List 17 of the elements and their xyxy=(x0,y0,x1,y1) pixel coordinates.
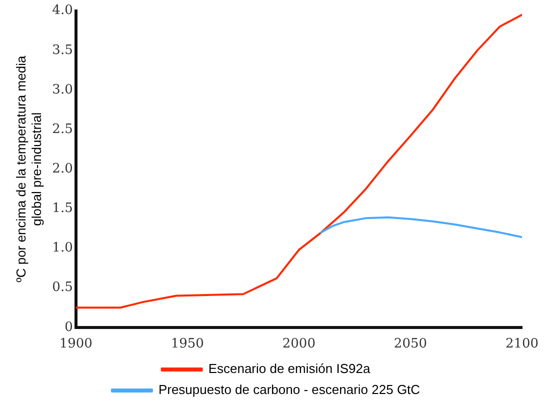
x-tick-label: 1950 xyxy=(170,336,204,352)
legend-label: Presupuesto de carbono - escenario 225 GtC xyxy=(158,382,420,398)
y-tick-label: 3.5 xyxy=(52,42,73,58)
y-tick-label: 2.0 xyxy=(52,161,73,176)
x-tick-label: 1900 xyxy=(59,336,92,352)
y-tick-label: 4.0 xyxy=(52,3,73,18)
y-tick-label: 1.5 xyxy=(52,201,73,216)
y-tick-label: 3.0 xyxy=(52,82,73,98)
y-tick-label: 0.5 xyxy=(52,280,73,296)
y-tick-label: 2.5 xyxy=(52,122,73,137)
x-tick-label: 2100 xyxy=(505,336,539,352)
y-tick-label: 1.0 xyxy=(52,240,73,256)
legend-label: Escenario de emisión IS92a xyxy=(208,361,371,376)
x-tick-label: 2050 xyxy=(394,336,428,352)
y-axis-title: ºC por encima de la temperatura media global pre-industrial xyxy=(13,55,44,282)
y-tick-label: 0 xyxy=(64,320,73,335)
x-tick-label: 2000 xyxy=(282,336,316,352)
